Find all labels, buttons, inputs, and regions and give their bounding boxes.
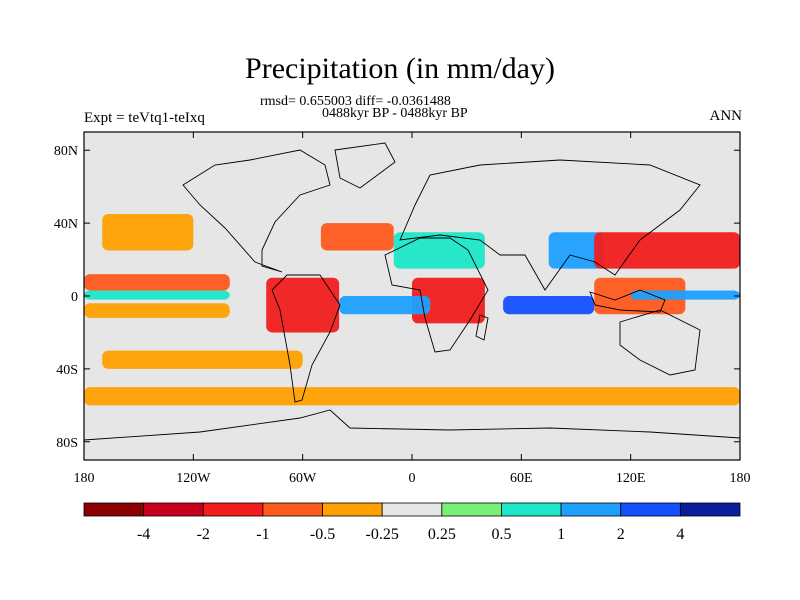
colorbar-label-9: 4	[676, 526, 684, 543]
anomaly-region-7	[339, 296, 431, 315]
colorbar-box-1	[143, 502, 204, 517]
anomaly-region-11	[548, 232, 604, 269]
colorbar-box-9	[620, 502, 681, 517]
anomaly-region-4	[102, 350, 303, 369]
colorbar-box-8	[560, 502, 622, 517]
colorbar-box-0	[83, 502, 145, 517]
colorbar-box-2	[202, 502, 264, 517]
colorbar-box-4	[322, 502, 383, 517]
experiment-label: Expt = teVtq1-teIxq	[84, 110, 205, 126]
anomaly-region-12	[594, 232, 740, 269]
anomaly-region-15	[84, 387, 740, 406]
anomaly-region-2	[84, 303, 230, 318]
colorbar-box-7	[501, 502, 562, 517]
colorbar-label-3: -0.5	[310, 526, 335, 543]
colorbar-label-6: 0.5	[491, 526, 511, 543]
x-tick-label-0: 180	[74, 471, 95, 486]
colorbar-label-7: 1	[557, 526, 565, 543]
y-tick-label-4: 80S	[56, 436, 78, 451]
coast-north-america	[182, 149, 331, 273]
colorbar-label-4: -0.25	[366, 526, 399, 543]
x-tick-label-5: 120E	[616, 471, 646, 486]
y-tick-label-1: 40N	[54, 217, 78, 232]
coast-maritime	[589, 289, 666, 313]
colorbar-label-1: -2	[197, 526, 210, 543]
colorbar-label-0: -4	[137, 526, 150, 543]
x-tick-label-6: 180	[730, 471, 751, 486]
chart-title: Precipitation (in mm/day)	[245, 52, 555, 85]
y-tick-label-0: 80N	[54, 144, 78, 159]
colorbar-box-10	[679, 502, 741, 517]
coast-south-america	[271, 274, 341, 403]
colorbar-label-2: -1	[256, 526, 269, 543]
colorbar-box-5	[381, 502, 443, 517]
colorbar-box-6	[441, 502, 502, 517]
coast-eurasia	[399, 159, 701, 291]
period-line: 0488kyr BP - 0488kyr BP	[322, 106, 468, 121]
anomaly-region-6	[412, 277, 485, 324]
anomaly-region-3	[102, 214, 194, 251]
axes: 180 120W 60W 0 60E 120E 180 80N 40N 0 40S 80S	[54, 132, 751, 486]
coast-madagascar	[475, 314, 489, 341]
season-label: ANN	[709, 108, 743, 124]
coast-antarctica	[83, 409, 741, 441]
x-tick-label-3: 0	[409, 471, 416, 486]
anomaly-region-0	[84, 274, 230, 291]
colorbar-box-3	[262, 502, 323, 517]
colorbar-label-8: 2	[617, 526, 625, 543]
coastlines	[83, 142, 741, 441]
stats-line: rmsd= 0.655003 diff= -0.0361488	[260, 94, 451, 109]
x-tick-label-1: 120W	[176, 471, 211, 486]
anomaly-field	[84, 132, 740, 460]
colorbar-label-5: 0.25	[428, 526, 456, 543]
y-tick-label-3: 40S	[56, 363, 78, 378]
anomaly-region-9	[393, 232, 485, 269]
coast-australia	[619, 309, 701, 376]
coast-greenland	[334, 142, 396, 189]
x-tick-label-2: 60W	[289, 471, 317, 486]
anomaly-region-8	[320, 223, 394, 251]
anomaly-region-5	[266, 277, 340, 333]
coast-africa	[384, 237, 489, 353]
anomaly-region-10	[503, 296, 595, 315]
x-tick-label-4: 60E	[510, 471, 533, 486]
anomaly-region-1	[84, 290, 230, 300]
y-tick-label-2: 0	[71, 290, 78, 305]
